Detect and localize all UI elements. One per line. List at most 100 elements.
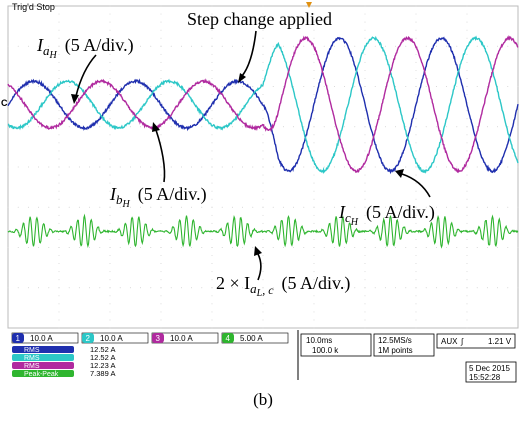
record-length: 1M points xyxy=(378,346,413,355)
grid-dot xyxy=(109,53,111,55)
waveforms xyxy=(7,34,519,249)
grid-dot xyxy=(466,134,468,136)
grid-dot xyxy=(415,126,417,128)
grid-dot xyxy=(262,303,264,305)
grid-dot xyxy=(507,86,509,87)
grid-dot xyxy=(364,319,366,321)
grid-dot xyxy=(211,45,213,47)
grid-dot xyxy=(364,214,366,216)
grid-dot xyxy=(364,53,366,55)
grid-dot xyxy=(211,271,213,273)
grid-dot xyxy=(68,166,70,168)
grid-dot xyxy=(466,118,468,120)
grid-dot xyxy=(89,166,91,168)
grid-dot xyxy=(180,166,182,168)
grid-dot xyxy=(435,86,437,87)
grid-dot xyxy=(313,150,315,152)
grid-dot xyxy=(160,45,162,47)
grid-dot xyxy=(344,45,346,47)
grid-dot xyxy=(333,45,335,47)
grid-dot xyxy=(466,61,468,63)
grid-dot xyxy=(109,182,111,184)
grid-dot xyxy=(78,206,80,208)
grid-dot xyxy=(364,174,366,176)
grid-dot xyxy=(109,21,111,23)
grid-dot xyxy=(160,86,162,87)
grid-dot xyxy=(354,247,356,248)
grid-dot xyxy=(303,86,305,87)
grid-dot xyxy=(282,287,284,289)
grid-dot xyxy=(211,295,213,297)
grid-dot xyxy=(364,5,366,7)
grid-dot xyxy=(435,126,437,128)
grid-dot xyxy=(109,166,111,168)
grid-dot xyxy=(507,206,509,208)
grid-dot xyxy=(415,69,417,71)
grid-dot xyxy=(109,142,111,144)
trigger-source: AUX xyxy=(441,337,458,346)
grid-dot xyxy=(313,295,315,297)
grid-dot xyxy=(476,86,478,87)
grid-dot xyxy=(384,206,386,208)
grid-dot xyxy=(272,166,274,168)
grid-dot xyxy=(160,126,162,128)
step-change-arrowhead xyxy=(238,73,246,83)
ic-label: IcH(5 A/div.) xyxy=(338,202,435,228)
grid-dot xyxy=(109,37,111,39)
grid-dot xyxy=(466,69,468,71)
grid-dot xyxy=(262,206,264,208)
grid-dot xyxy=(476,206,478,208)
grid-dot xyxy=(364,182,366,184)
grid-dot xyxy=(160,327,162,329)
grid-dot xyxy=(160,311,162,313)
grid-dot xyxy=(364,118,366,120)
grid-dot xyxy=(313,126,315,128)
grid-dot xyxy=(150,247,152,248)
grid-dot xyxy=(109,206,111,208)
measurement-badge xyxy=(12,362,74,369)
grid-dot xyxy=(425,287,427,289)
grid-dot xyxy=(466,303,468,305)
grid-dot xyxy=(7,206,9,208)
grid-dot xyxy=(211,78,213,79)
grid-dot xyxy=(517,287,519,289)
grid-dot xyxy=(160,255,162,256)
grid-dot xyxy=(313,255,315,256)
grid-dot xyxy=(119,45,121,47)
grid-dot xyxy=(313,5,315,7)
grid-dot xyxy=(160,29,162,31)
grid-dot xyxy=(58,287,60,289)
ic-arrow xyxy=(401,173,431,198)
grid-dot xyxy=(140,206,142,208)
channel-scale: 10.0 A xyxy=(100,334,123,343)
grid-dot xyxy=(415,239,417,240)
grid-dot xyxy=(58,94,60,96)
grid-dot xyxy=(231,166,233,168)
grid-dot xyxy=(160,279,162,281)
grid-dot xyxy=(313,247,315,248)
grid-dot xyxy=(313,29,315,31)
scope-screen: Trig'd Stop C Step change applied IaH(5 … xyxy=(1,2,519,383)
grid-dot xyxy=(180,287,182,289)
channel-ground-marker: C xyxy=(1,98,8,108)
grid-dot xyxy=(497,126,499,128)
grid-dot xyxy=(262,287,264,289)
grid-dot xyxy=(262,198,264,200)
grid-dot xyxy=(27,166,29,168)
grid-dot xyxy=(323,126,325,128)
grid-dot xyxy=(313,174,315,176)
grid-dot xyxy=(48,166,50,168)
grid-dot xyxy=(109,134,111,136)
grid-dot xyxy=(99,86,101,87)
grid-dot xyxy=(109,311,111,313)
grid-dot xyxy=(313,222,315,224)
grid-dot xyxy=(486,86,488,87)
grid-dot xyxy=(58,327,60,329)
grid-dot xyxy=(242,287,244,289)
grid-dot xyxy=(262,295,264,297)
grid-dot xyxy=(58,247,60,248)
grid-dot xyxy=(415,142,417,144)
grid-dot xyxy=(486,126,488,128)
grid-dot xyxy=(405,86,407,87)
grid-dot xyxy=(109,13,111,15)
